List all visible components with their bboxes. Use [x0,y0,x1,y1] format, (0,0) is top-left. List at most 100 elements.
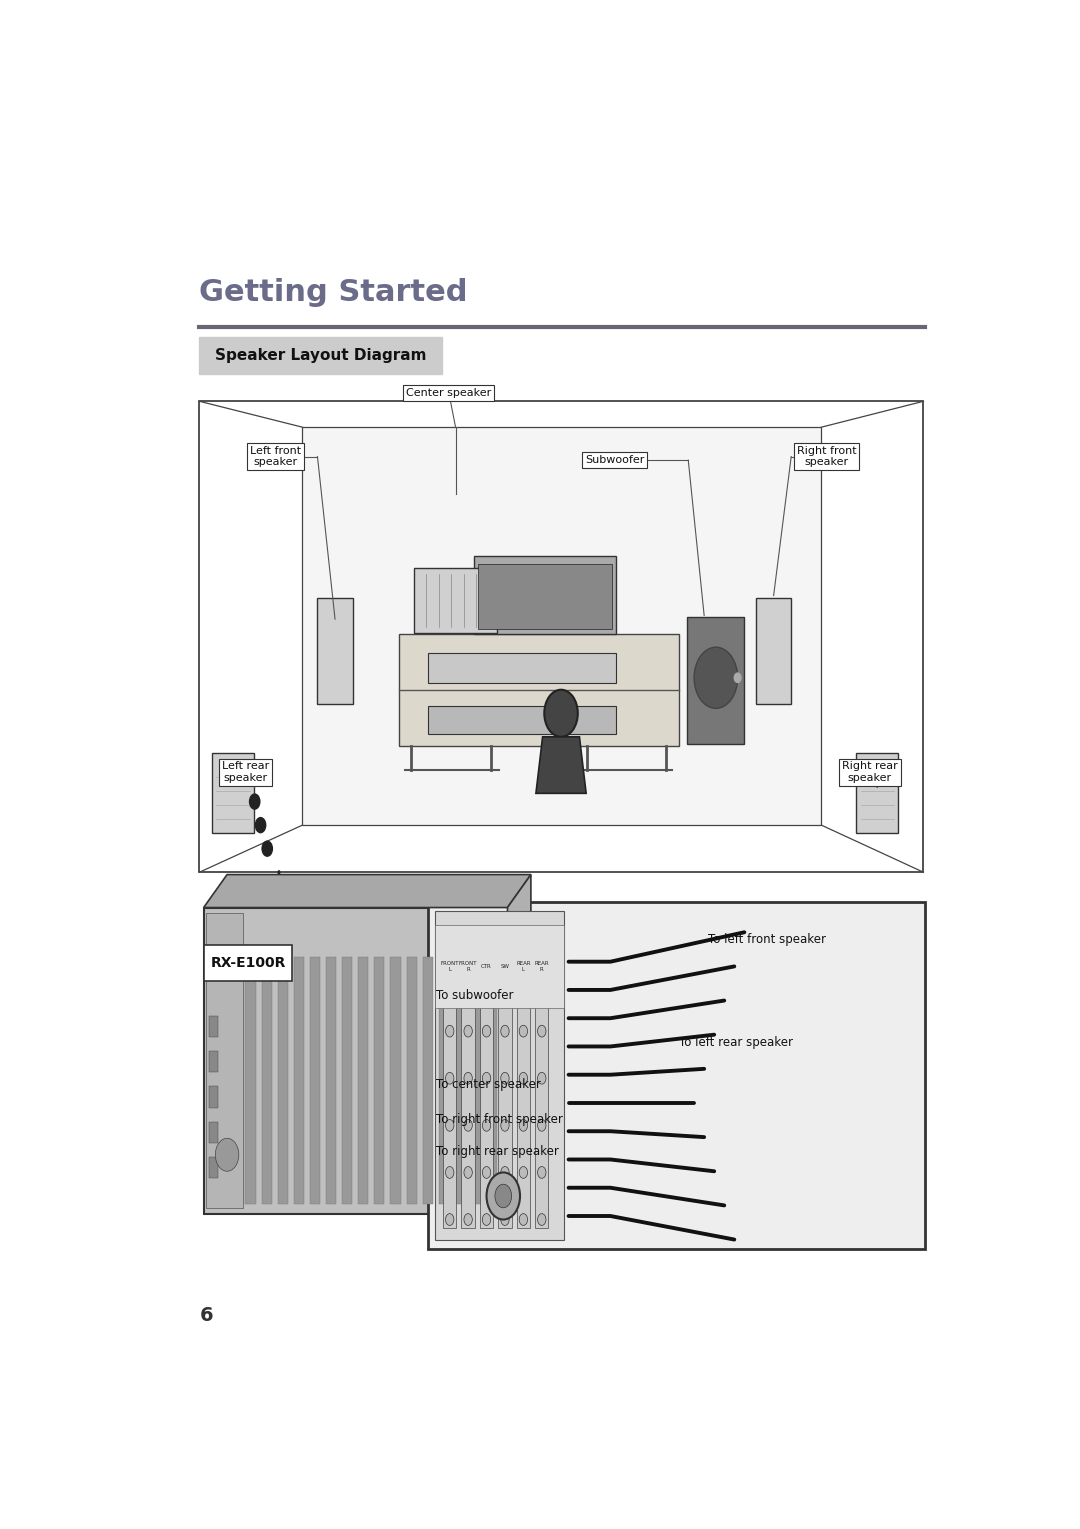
Bar [455,957,465,1205]
Circle shape [446,1119,454,1131]
Circle shape [538,1119,546,1131]
Bar [310,957,320,1205]
Bar [478,564,612,628]
Text: To left rear speaker: To left rear speaker [679,1037,793,1049]
Text: FRONT
R: FRONT R [459,962,477,971]
Text: Right rear
speaker: Right rear speaker [842,761,897,783]
Bar [206,913,243,1208]
Bar [498,986,512,1228]
Bar [204,908,508,1214]
Text: To subwoofer: To subwoofer [436,989,514,1003]
Circle shape [483,1167,490,1179]
Bar [342,957,352,1205]
Circle shape [501,1214,509,1225]
Circle shape [446,1026,454,1037]
Bar [278,957,287,1205]
Bar [210,1015,218,1037]
Bar [375,957,384,1205]
Circle shape [464,1214,472,1225]
Bar [856,754,899,833]
Text: Left front
speaker: Left front speaker [251,446,301,468]
Circle shape [544,690,578,737]
Bar [414,569,498,633]
FancyBboxPatch shape [204,945,292,980]
Text: REAR
L: REAR L [516,962,530,971]
Circle shape [486,1173,521,1220]
Circle shape [483,1026,490,1037]
Text: Subwoofer: Subwoofer [585,456,645,465]
Circle shape [538,1214,546,1225]
Bar [210,1050,218,1072]
Bar [461,986,475,1228]
Circle shape [538,1026,546,1037]
Text: RX-E100R: RX-E100R [211,956,286,969]
Circle shape [519,1072,527,1084]
Circle shape [464,1119,472,1131]
Bar [428,902,926,1249]
Bar [391,957,401,1205]
Circle shape [501,1119,509,1131]
Circle shape [248,794,260,810]
Bar [535,986,549,1228]
Circle shape [464,1026,472,1037]
Circle shape [519,1119,527,1131]
Text: Right front
speaker: Right front speaker [797,446,856,468]
Circle shape [215,1138,239,1171]
Bar [359,957,368,1205]
Bar [200,336,442,375]
Bar [428,653,617,683]
Bar [688,616,744,745]
Circle shape [519,1214,527,1225]
Bar [212,754,254,833]
Circle shape [483,1119,490,1131]
Circle shape [446,1072,454,1084]
Bar [422,957,433,1205]
Circle shape [538,1072,546,1084]
Bar [406,957,417,1205]
Polygon shape [536,737,586,794]
Bar [210,1087,218,1107]
Circle shape [694,647,738,708]
Text: Left rear
speaker: Left rear speaker [221,761,269,783]
Bar [399,635,679,746]
Circle shape [501,1072,509,1084]
Bar [756,598,792,703]
Bar [210,1122,218,1144]
Bar [434,925,565,1008]
Polygon shape [204,875,531,908]
Circle shape [261,841,273,856]
Text: CTR: CTR [482,963,491,969]
Circle shape [734,673,741,682]
Bar [245,957,256,1205]
Bar [438,957,449,1205]
Circle shape [519,1167,527,1179]
Circle shape [464,1167,472,1179]
Bar [261,957,272,1205]
Bar [516,986,530,1228]
Circle shape [483,1214,490,1225]
Bar [294,957,303,1205]
Bar [434,911,565,1240]
Bar [326,957,336,1205]
Bar [480,986,494,1228]
Text: To left front speaker: To left front speaker [708,933,826,946]
Bar [471,957,481,1205]
Text: Getting Started: Getting Started [200,278,468,307]
Text: Center speaker: Center speaker [406,388,491,398]
Bar [428,706,617,734]
Bar [318,598,352,703]
Circle shape [255,816,267,833]
Bar [302,427,821,826]
Bar [474,555,617,635]
Polygon shape [508,875,531,1214]
Bar [200,401,923,872]
Bar [210,1157,218,1179]
Bar [443,986,457,1228]
Text: To center speaker: To center speaker [436,1078,541,1090]
Circle shape [538,1167,546,1179]
Circle shape [501,1026,509,1037]
Text: FRONT
L: FRONT L [441,962,459,971]
Bar [487,957,497,1205]
Circle shape [483,1072,490,1084]
Text: To right front speaker: To right front speaker [436,1113,563,1125]
